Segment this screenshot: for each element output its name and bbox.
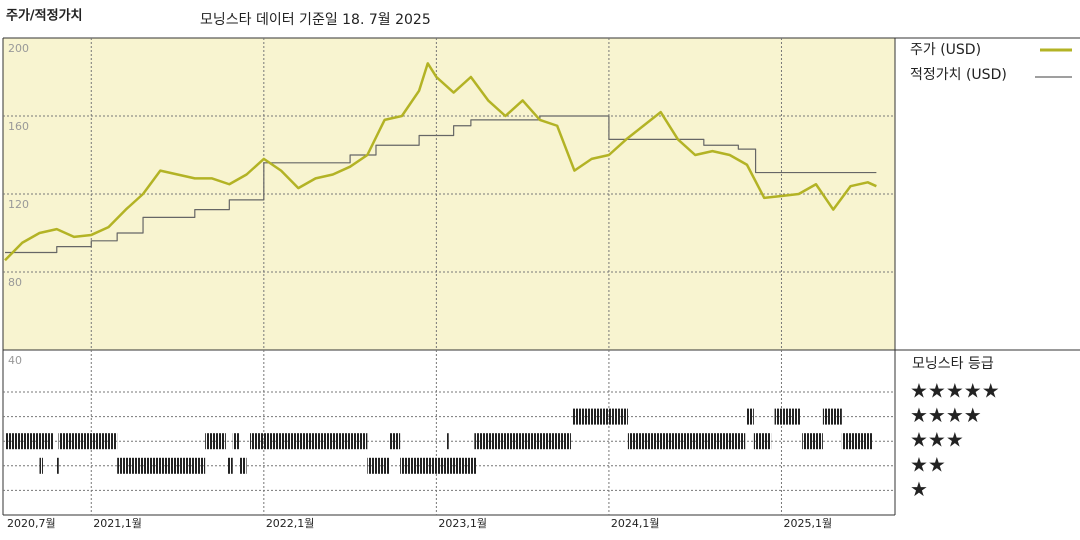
frame	[2, 37, 1080, 516]
rating-period	[56, 457, 59, 474]
rating-period	[746, 408, 754, 425]
rating-period	[239, 457, 247, 474]
rating-period	[117, 457, 206, 474]
rating-period	[774, 408, 801, 425]
rating-title: 모닝스타 등급	[912, 356, 994, 372]
x-tick-label: 2022,1월	[266, 517, 315, 530]
rating-period	[446, 433, 449, 450]
rating-period	[572, 408, 628, 425]
rating-period	[5, 433, 54, 450]
rating-period	[802, 433, 823, 450]
y-tick-label: 120	[8, 198, 29, 211]
rating-label: ★★★★★	[910, 379, 1000, 403]
rating-period	[753, 433, 772, 450]
rating-period	[205, 433, 226, 450]
legend-label: 적정가치 (USD)	[910, 67, 1007, 83]
y-tick-label: 80	[8, 276, 22, 289]
x-tick-label: 2020,7월	[7, 517, 56, 530]
line	[5, 115, 877, 254]
rating-period	[822, 408, 842, 425]
x-tick-label: 2023,1월	[438, 517, 487, 530]
rating-period	[58, 433, 118, 450]
x-tick-label: 2024,1월	[611, 517, 660, 530]
rating-period	[250, 433, 368, 450]
y-tick-label: 160	[8, 120, 29, 133]
rating-period	[841, 433, 873, 450]
rating-period	[474, 433, 571, 450]
y-tick-label: 40	[8, 354, 22, 367]
rating-label: ★★	[910, 452, 946, 476]
rating-period	[227, 457, 233, 474]
subtitle: 모닝스타 데이터 기준일 18. 7월 2025	[200, 12, 431, 28]
rating-label: ★	[910, 477, 928, 501]
line	[4, 62, 877, 262]
y-tick-label: 200	[8, 42, 29, 55]
rating-period	[389, 433, 401, 450]
rating-label: ★★★★	[910, 403, 982, 427]
rating-label: ★★★	[910, 428, 964, 452]
title: 주가/적정가치	[6, 8, 83, 24]
x-tick-label: 2021,1월	[93, 517, 142, 530]
rating-period	[400, 457, 477, 474]
rating-period	[39, 457, 43, 474]
rating-period	[367, 457, 390, 474]
rating-period	[232, 433, 240, 450]
rating-period	[627, 433, 746, 450]
x-tick-label: 2025,1월	[783, 517, 832, 530]
legend-label: 주가 (USD)	[910, 42, 981, 58]
